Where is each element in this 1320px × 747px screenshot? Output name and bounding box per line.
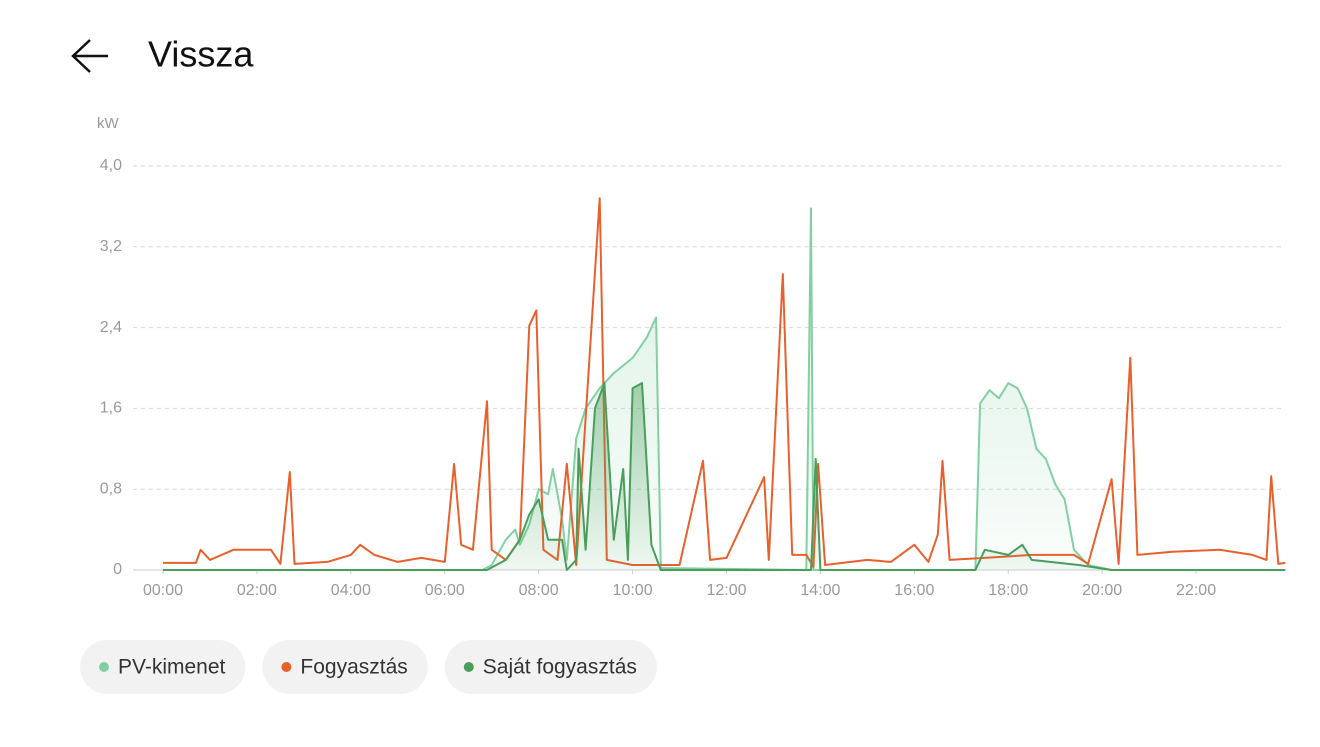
title[interactable]: Vissza bbox=[148, 34, 254, 75]
x-tick-label: 04:00 bbox=[331, 582, 371, 599]
series-line bbox=[163, 207, 1286, 571]
y-tick-label: 0 bbox=[113, 561, 122, 578]
legend-dot[interactable] bbox=[281, 662, 292, 672]
legend: PV-kimenet Fogyasztás Saját fogyasztás bbox=[80, 640, 657, 694]
x-tick-label: 08:00 bbox=[519, 582, 559, 599]
x-tick-label: 22:00 bbox=[1176, 582, 1216, 599]
plot bbox=[163, 197, 1286, 571]
legend-dot[interactable] bbox=[99, 662, 109, 672]
back-arrow[interactable] bbox=[71, 39, 108, 73]
y-tick-label: 1,6 bbox=[100, 400, 122, 417]
x-tick-label: 06:00 bbox=[425, 582, 465, 599]
legend-label[interactable]: PV-kimenet bbox=[118, 656, 226, 679]
x-tick-label: 18:00 bbox=[988, 582, 1028, 599]
legend-item[interactable]: PV-kimenet bbox=[80, 640, 246, 694]
y-unit: kW bbox=[97, 115, 120, 132]
x-tick-label: 16:00 bbox=[894, 582, 934, 599]
series-line bbox=[163, 382, 1286, 571]
x-tick-label: 20:00 bbox=[1082, 582, 1122, 599]
x-tick-label: 00:00 bbox=[143, 582, 183, 599]
back-button[interactable]: Vissza bbox=[71, 34, 254, 75]
y-tick-label: 0,8 bbox=[100, 480, 122, 497]
x-tick-label: 14:00 bbox=[800, 582, 840, 599]
x-tick-label: 02:00 bbox=[237, 582, 277, 599]
legend-item[interactable]: Saját fogyasztás bbox=[444, 640, 657, 694]
legend-pill[interactable] bbox=[80, 640, 246, 694]
x-tick-label: 12:00 bbox=[706, 582, 746, 599]
legend-pill[interactable] bbox=[262, 640, 428, 694]
y-tick-label: 4,0 bbox=[100, 157, 122, 174]
grid: 0 0,8 1,6 2,4 3,2 4,0 00:00 02:00 04:00 06:00 08:0… bbox=[100, 157, 1285, 599]
legend-label[interactable]: Saját fogyasztás bbox=[483, 656, 637, 679]
series-line bbox=[163, 197, 1286, 568]
legend-pill[interactable] bbox=[444, 640, 657, 694]
legend-dot[interactable] bbox=[463, 662, 474, 672]
x-tick-label: 10:00 bbox=[613, 582, 653, 599]
legend-label[interactable]: Fogyasztás bbox=[300, 656, 407, 679]
y-tick-label: 2,4 bbox=[100, 319, 122, 336]
legend-item[interactable]: Fogyasztás bbox=[262, 640, 428, 694]
area bbox=[163, 208, 1286, 570]
y-tick-label: 3,2 bbox=[100, 238, 122, 255]
